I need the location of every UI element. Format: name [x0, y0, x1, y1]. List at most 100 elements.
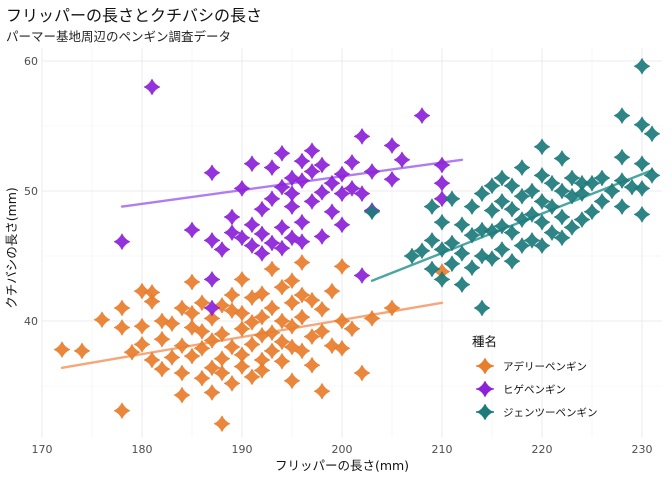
data-point — [533, 192, 551, 210]
data-point — [553, 229, 571, 247]
data-point — [573, 211, 591, 229]
data-point — [633, 116, 651, 134]
data-point — [503, 252, 521, 270]
data-point — [313, 156, 331, 174]
data-point — [283, 372, 301, 390]
data-point — [143, 292, 161, 311]
x-tick-label: 230 — [632, 443, 653, 456]
data-point — [223, 374, 241, 392]
data-point — [133, 282, 151, 300]
data-point — [203, 331, 221, 350]
data-point — [553, 182, 571, 200]
data-point — [633, 155, 651, 173]
data-point — [313, 183, 331, 201]
data-point — [433, 174, 451, 192]
data-point — [233, 304, 251, 322]
data-point — [293, 213, 311, 231]
data-point — [243, 155, 261, 173]
data-point — [593, 169, 611, 187]
x-tick-label: 210 — [432, 443, 453, 456]
data-point — [273, 278, 291, 296]
trend-line — [60, 301, 444, 369]
data-point — [323, 337, 341, 355]
data-point — [633, 205, 651, 223]
series-points — [113, 78, 451, 317]
data-point — [443, 255, 461, 273]
data-point — [53, 341, 71, 359]
data-point — [273, 352, 291, 370]
data-point — [313, 382, 331, 400]
data-point — [303, 192, 321, 210]
legend-swatch — [476, 380, 494, 398]
y-tick-label: 40 — [24, 315, 38, 328]
data-point — [433, 270, 451, 288]
data-point — [613, 172, 631, 190]
data-point — [303, 142, 321, 160]
data-points — [53, 57, 661, 433]
data-point — [353, 364, 371, 382]
data-point — [533, 166, 551, 184]
data-point — [483, 222, 501, 240]
data-point — [493, 240, 511, 259]
data-point — [383, 136, 401, 155]
data-point — [423, 231, 441, 249]
data-point — [483, 201, 501, 220]
data-point — [343, 153, 361, 171]
data-point — [183, 318, 201, 337]
chart-subtitle: パーマー基地周辺のペンギン調査データ — [6, 29, 231, 44]
data-point — [313, 322, 331, 340]
data-point — [253, 361, 271, 379]
data-point — [333, 165, 351, 183]
data-point — [523, 182, 541, 200]
data-point — [393, 151, 411, 169]
data-point — [643, 166, 661, 184]
data-point — [503, 177, 521, 195]
data-point — [253, 326, 271, 344]
data-point — [183, 221, 201, 239]
data-point — [73, 342, 91, 360]
data-point — [553, 208, 571, 226]
legend-item: ジェンツーペンギン — [476, 403, 598, 421]
data-point — [523, 205, 541, 223]
data-point — [543, 174, 561, 192]
data-point — [493, 169, 511, 187]
data-point — [383, 299, 401, 317]
data-point — [363, 203, 381, 221]
data-point — [303, 356, 321, 374]
data-point — [573, 185, 591, 203]
data-point — [603, 182, 621, 200]
data-point — [333, 312, 351, 330]
data-point — [183, 273, 201, 291]
data-point — [283, 185, 301, 203]
data-point — [513, 187, 531, 205]
data-point — [473, 299, 491, 317]
x-tick-label: 170 — [32, 443, 53, 456]
data-point — [613, 148, 631, 166]
data-point — [203, 164, 221, 182]
data-point — [273, 218, 291, 236]
legend-label: ジェンツーペンギン — [503, 407, 598, 419]
data-point — [263, 260, 281, 278]
data-point — [423, 198, 441, 216]
data-point — [253, 244, 271, 262]
data-point — [613, 107, 631, 125]
data-point — [593, 192, 611, 210]
data-point — [343, 320, 361, 338]
data-point — [433, 213, 451, 231]
data-point — [453, 276, 471, 294]
data-point — [623, 178, 641, 196]
data-point — [273, 312, 291, 330]
data-point — [273, 239, 291, 257]
data-point — [193, 339, 211, 357]
data-point — [93, 311, 111, 329]
data-point — [113, 299, 131, 317]
data-point — [143, 351, 161, 369]
x-axis-ticks: 170 180 190 200 210 220 230 — [32, 443, 653, 456]
data-point — [193, 322, 211, 340]
data-point — [213, 364, 231, 382]
data-point — [513, 237, 531, 255]
data-point — [473, 185, 491, 203]
data-point — [353, 185, 371, 203]
data-point — [473, 221, 491, 239]
legend-item: ヒゲペンギン — [476, 380, 566, 398]
